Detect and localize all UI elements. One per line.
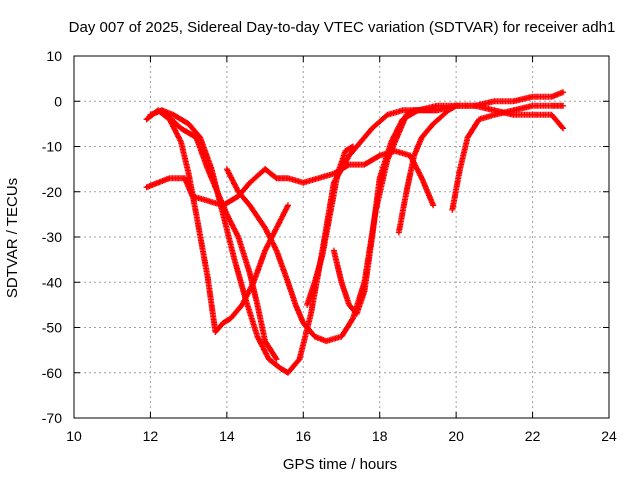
y-tick-label: -60 <box>42 365 62 381</box>
series-track-9 <box>395 102 460 236</box>
series-track-8 <box>330 102 567 317</box>
y-tick-label: -40 <box>42 274 62 290</box>
chart-title: Day 007 of 2025, Sidereal Day-to-day VTE… <box>69 19 616 36</box>
x-tick-label: 22 <box>525 428 541 444</box>
series-markers <box>223 107 440 345</box>
x-axis-label: GPS time / hours <box>283 456 397 473</box>
series-track-4 <box>223 107 440 345</box>
x-tick-label: 12 <box>143 428 159 444</box>
x-tick-label: 18 <box>372 428 388 444</box>
y-tick-label: -10 <box>42 139 62 155</box>
y-tick-label: 0 <box>54 93 62 109</box>
y-tick-label: -30 <box>42 229 62 245</box>
y-tick-label: 10 <box>46 48 62 64</box>
y-tick-label: -50 <box>42 320 62 336</box>
data-series <box>143 89 567 376</box>
series-track-10 <box>449 102 567 213</box>
tick-labels: 10 12 14 16 18 20 22 24 10 0 -10 -20 -30 -40 -50 -60 -70 <box>42 48 617 444</box>
series-markers <box>158 89 567 376</box>
series-track-5 <box>158 89 567 376</box>
series-markers <box>143 107 291 335</box>
x-tick-label: 14 <box>219 428 235 444</box>
x-tick-label: 10 <box>66 428 82 444</box>
series-markers <box>330 102 567 317</box>
x-tick-label: 20 <box>448 428 464 444</box>
y-tick-label: -20 <box>42 184 62 200</box>
plot-area-border <box>73 55 610 419</box>
series-track-7 <box>304 143 356 308</box>
y-axis-label: SDTVAR / TECUs <box>4 178 21 298</box>
series-track-2 <box>143 107 291 335</box>
series-markers <box>449 102 567 213</box>
series-markers <box>395 102 460 236</box>
y-tick-label: -70 <box>42 410 62 426</box>
x-tick-label: 16 <box>295 428 311 444</box>
x-tick-label: 24 <box>601 428 617 444</box>
series-markers <box>304 143 356 308</box>
